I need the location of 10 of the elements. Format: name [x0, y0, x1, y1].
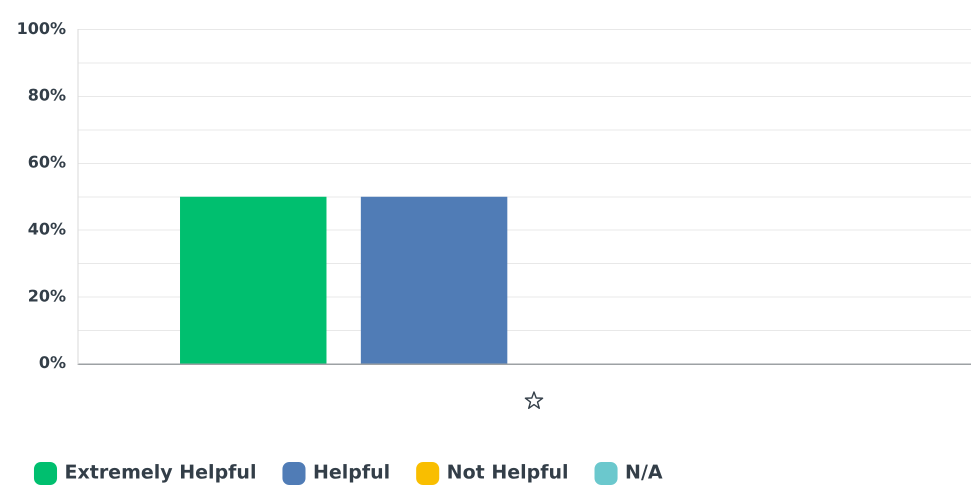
legend-label: N/A — [625, 461, 663, 484]
legend-label: Helpful — [312, 461, 390, 484]
y-tick-label: 60% — [28, 152, 66, 172]
y-tick-label: 0% — [38, 353, 66, 372]
y-tick-label: 40% — [28, 219, 66, 238]
legend-label: Extremely Helpful — [64, 461, 256, 484]
legend-label: Not Helpful — [446, 461, 569, 484]
y-tick-label: 80% — [28, 86, 66, 105]
y-tick-label: 20% — [28, 286, 66, 306]
y-tick-label: 100% — [16, 18, 66, 38]
